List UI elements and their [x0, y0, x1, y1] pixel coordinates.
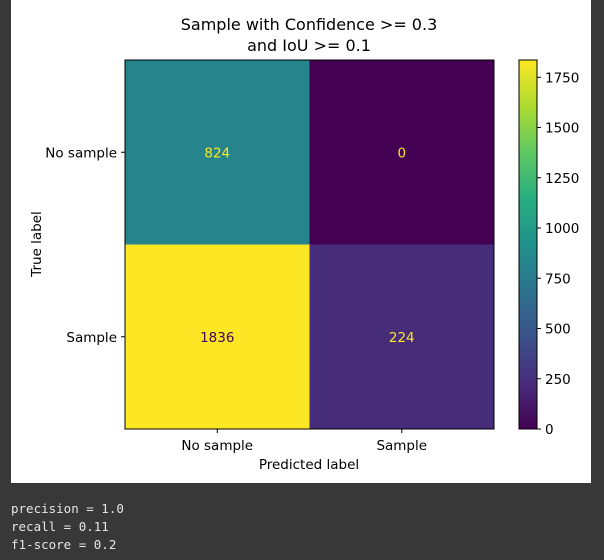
confusion-matrix-chart: Sample with Confidence >= 0.3 and IoU >=…	[29, 15, 579, 473]
y-tick-label: Sample	[66, 330, 117, 346]
colorbar-tick-label: 1250	[545, 171, 579, 187]
colorbar-tick-label: 0	[545, 422, 554, 438]
cell-value-label: 1836	[200, 330, 234, 346]
colorbar	[518, 59, 538, 430]
colorbar-tick-label: 1750	[545, 70, 579, 86]
matrix-cell	[309, 244, 495, 430]
metrics-output: precision = 1.0 recall = 0.11 f1-score =…	[11, 500, 124, 554]
chart-title-line-1: Sample with Confidence >= 0.3	[181, 15, 438, 34]
colorbar-tick-label: 250	[545, 372, 571, 388]
cell-value-label: 224	[389, 330, 415, 346]
cell-value-label: 824	[204, 145, 230, 161]
confusion-matrix-figure: Sample with Confidence >= 0.3 and IoU >=…	[11, 0, 591, 483]
colorbar-tick-label: 500	[545, 322, 571, 338]
matrix-frame	[124, 59, 495, 430]
recall-line: recall = 0.11	[11, 519, 109, 534]
y-axis-label: True label	[29, 211, 45, 278]
f1-score-line: f1-score = 0.2	[11, 537, 117, 552]
matrix-cell	[125, 244, 310, 430]
colorbar-tick-label: 750	[545, 271, 571, 287]
colorbar-tick-label: 1000	[545, 221, 579, 237]
precision-line: precision = 1.0	[11, 501, 124, 516]
x-tick-label: No sample	[181, 438, 253, 454]
colorbar-tick-label: 1500	[545, 121, 579, 137]
chart-title-line-2: and IoU >= 0.1	[247, 36, 371, 55]
y-tick-label: No sample	[45, 145, 117, 161]
cell-value-label: 0	[397, 145, 406, 161]
matrix-cell	[125, 60, 310, 245]
x-tick-label: Sample	[376, 438, 427, 454]
x-axis-label: Predicted label	[259, 457, 359, 473]
matrix-cell	[309, 60, 495, 245]
